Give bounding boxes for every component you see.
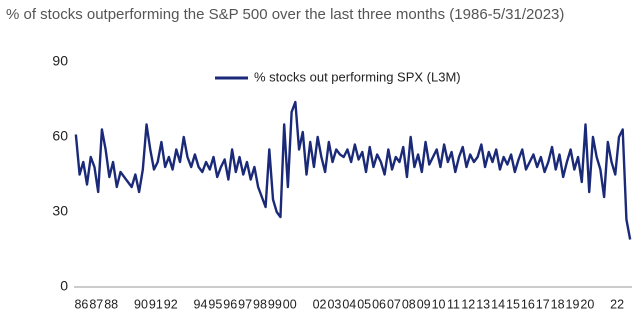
x-tick-label: 22 <box>610 297 624 311</box>
legend-label: % stocks out performing SPX (L3M) <box>254 69 461 84</box>
x-tick-label: 98 <box>253 297 267 311</box>
x-tick-label: 14 <box>491 297 505 311</box>
x-tick-label: 08 <box>402 297 416 311</box>
x-tick-label: 91 <box>149 297 163 311</box>
x-tick-label: 03 <box>327 297 341 311</box>
x-tick-label: 02 <box>313 297 327 311</box>
y-tick-label: 60 <box>52 128 68 144</box>
x-tick-label: 16 <box>521 297 535 311</box>
x-tick-label: 13 <box>476 297 490 311</box>
x-tick-label: 88 <box>104 297 118 311</box>
x-tick-label: 87 <box>89 297 103 311</box>
data-line <box>74 100 632 240</box>
x-tick-label: 92 <box>164 297 178 311</box>
x-tick-label: 00 <box>283 297 297 311</box>
x-tick-label: 09 <box>417 297 431 311</box>
x-tick-label: 90 <box>134 297 148 311</box>
x-tick-label: 19 <box>566 297 580 311</box>
x-tick-label: 18 <box>551 297 565 311</box>
x-tick-label: 95 <box>208 297 222 311</box>
y-tick-label: 0 <box>60 278 68 294</box>
x-tick-label: 07 <box>387 297 401 311</box>
y-tick-label: 90 <box>52 53 68 69</box>
x-tick-label: 11 <box>447 297 460 311</box>
x-tick-label: 20 <box>580 297 594 311</box>
x-tick-label: 06 <box>372 297 386 311</box>
x-tick-label: 12 <box>461 297 475 311</box>
x-tick-label: 97 <box>238 297 252 311</box>
x-tick-label: 99 <box>268 297 282 311</box>
x-tick-label: 10 <box>432 297 446 311</box>
x-tick-label: 94 <box>194 297 208 311</box>
y-tick-label: 30 <box>52 203 68 219</box>
x-tick-label: 17 <box>536 297 550 311</box>
x-tick-label: 05 <box>357 297 371 311</box>
x-tick-label: 15 <box>506 297 520 311</box>
x-tick-label: 86 <box>74 297 88 311</box>
x-tick-label: 96 <box>223 297 237 311</box>
chart-title: % of stocks outperforming the S&P 500 ov… <box>6 6 564 23</box>
x-tick-label: 04 <box>342 297 356 311</box>
